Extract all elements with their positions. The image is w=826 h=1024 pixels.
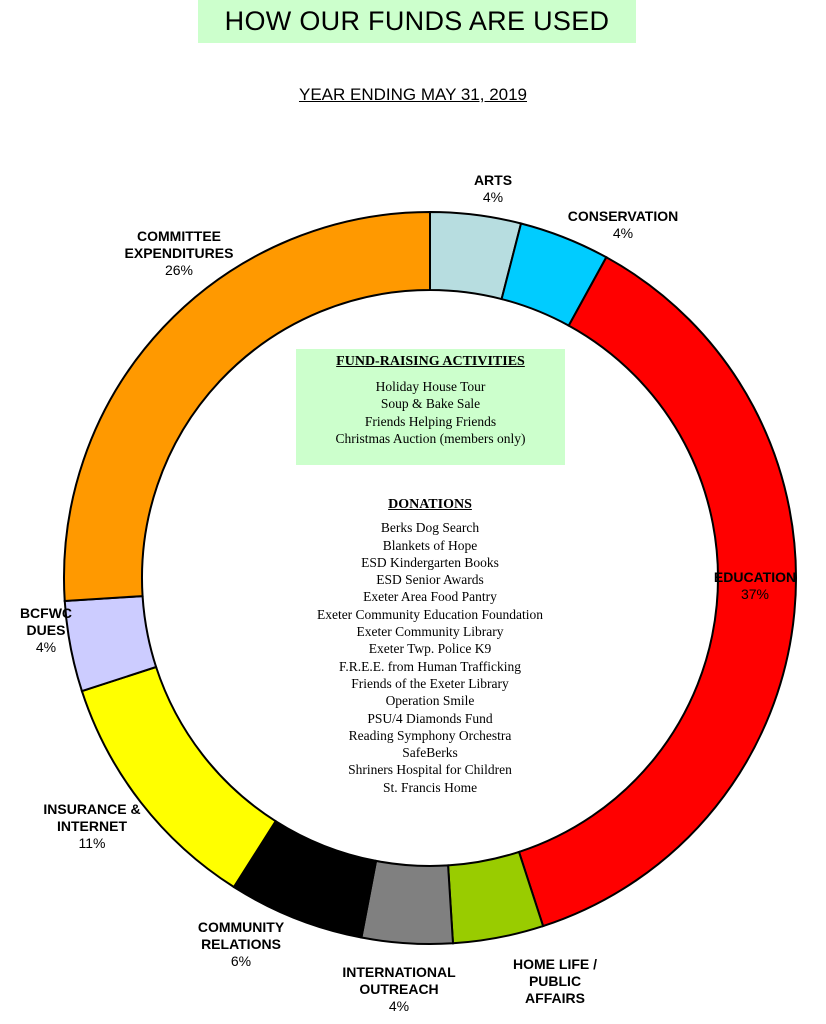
label-arts: ARTS 4% <box>453 172 533 206</box>
donation-item: ESD Senior Awards <box>376 572 484 588</box>
fund-raising-box: FUND-RAISING ACTIVITIES Holiday House To… <box>296 349 565 465</box>
donation-item: Blankets of Hope <box>382 537 478 553</box>
slice-percent-label: 11% <box>78 835 106 851</box>
donut-slice-international-outreach <box>360 859 455 945</box>
slice-percent-label: 4% <box>612 225 634 241</box>
donation-item: ESD Kindergarten Books <box>361 554 499 570</box>
slice-percent-label: 4% <box>35 639 57 655</box>
label-home-life: HOME LIFE / PUBLIC AFFAIRS <box>495 956 615 1007</box>
donation-item: Exeter Community Education Foundation <box>316 606 544 622</box>
slice-label-text: COMMITTEE <box>137 228 221 244</box>
slice-label-text: CONSERVATION <box>567 208 679 224</box>
slice-percent-label: 4% <box>388 998 410 1014</box>
donut-slice-education <box>517 255 797 928</box>
slice-label-text: INTERNET <box>57 818 127 834</box>
slice-label-text: BCFWC <box>19 605 73 621</box>
label-community: COMMUNITY RELATIONS 6% <box>181 919 301 970</box>
slice-label-text: RELATIONS <box>201 936 281 952</box>
label-committee: COMMITTEE EXPENDITURES 26% <box>104 228 254 279</box>
donation-item: Berks Dog Search <box>380 520 480 536</box>
donation-item: St. Francis Home <box>382 779 478 795</box>
label-bcfwc: BCFWC DUES 4% <box>2 605 90 656</box>
donations-box: DONATIONS Berks Dog Search Blankets of H… <box>260 496 600 796</box>
fund-raising-item: Soup & Bake Sale <box>380 396 481 411</box>
slice-label-text: OUTREACH <box>359 981 439 997</box>
donation-item: Exeter Community Library <box>356 624 504 640</box>
label-education: EDUCATION 37% <box>695 569 815 603</box>
fund-raising-heading: FUND-RAISING ACTIVITIES <box>336 354 525 369</box>
slice-label-text: COMMUNITY <box>197 919 285 935</box>
slice-label-text: PUBLIC <box>528 973 582 989</box>
donut-slice-committee-expenditures <box>63 210 431 603</box>
fund-raising-item: Friends Helping Friends <box>364 413 497 429</box>
donation-item: SafeBerks <box>402 745 458 761</box>
donation-item: Reading Symphony Orchestra <box>348 727 512 743</box>
slice-label-text: DUES <box>26 622 66 638</box>
slice-label-text: INTERNATIONAL <box>342 964 456 980</box>
chart-title: HOW OUR FUNDS ARE USED <box>224 6 610 36</box>
donation-item: Friends of the Exeter Library <box>351 675 509 691</box>
chart-subtitle: YEAR ENDING MAY 31, 2019 <box>298 85 528 104</box>
slice-percent-label: 37% <box>740 586 770 602</box>
donation-item: F.R.E.E. from Human Trafficking <box>338 658 522 674</box>
slice-label-text: ARTS <box>473 172 513 188</box>
donation-item: Exeter Area Food Pantry <box>363 589 497 605</box>
donations-heading: DONATIONS <box>388 497 472 512</box>
slice-label-text: EXPENDITURES <box>124 245 234 261</box>
slice-label-text: AFFAIRS <box>525 990 585 1006</box>
fund-raising-item: Christmas Auction (members only) <box>335 431 526 446</box>
donation-item: Exeter Twp. Police K9 <box>368 641 492 657</box>
slice-percent-label: 26% <box>164 262 194 278</box>
fund-raising-item: Holiday House Tour <box>375 378 486 394</box>
slice-label-text: HOME LIFE / <box>513 956 597 972</box>
label-international: INTERNATIONAL OUTREACH 4% <box>333 964 465 1015</box>
slice-label-text: EDUCATION <box>713 569 797 585</box>
slice-percent-label: 4% <box>482 189 504 205</box>
donation-item: Shriners Hospital for Children <box>348 762 512 778</box>
slice-label-text: INSURANCE & <box>43 801 141 817</box>
chart-title-box: HOW OUR FUNDS ARE USED <box>198 0 636 43</box>
slice-percent-label: 6% <box>230 953 252 969</box>
label-conservation: CONSERVATION 4% <box>553 208 693 242</box>
donut-slice-insurance-internet <box>80 665 278 889</box>
label-insurance: INSURANCE & INTERNET 11% <box>30 801 154 852</box>
donation-item: PSU/4 Diamonds Fund <box>367 710 493 726</box>
donation-item: Operation Smile <box>385 693 475 709</box>
